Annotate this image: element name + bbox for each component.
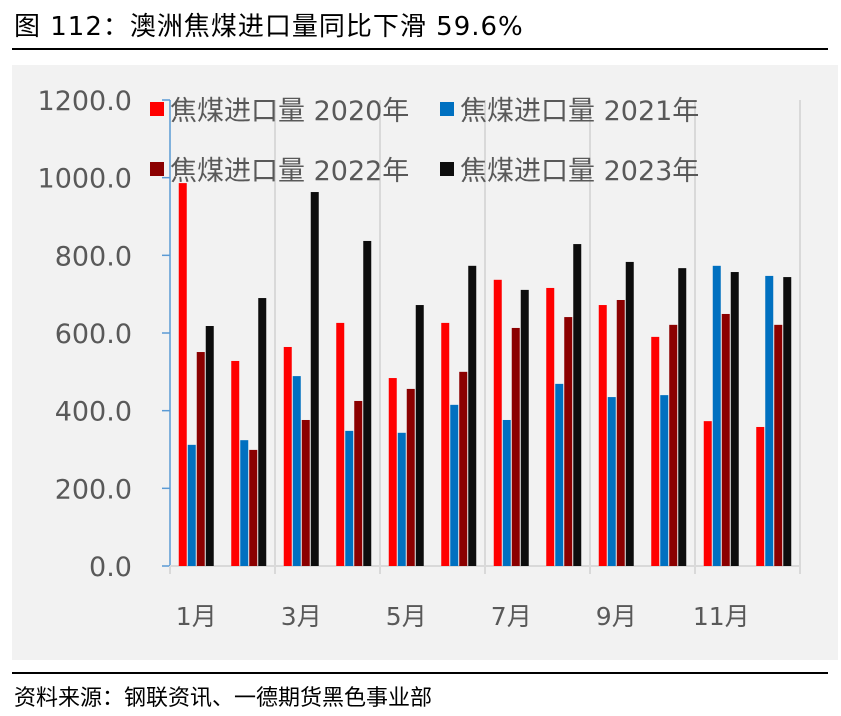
- bar-2022-4: [354, 400, 363, 566]
- bar-2021-4: [345, 430, 354, 566]
- x-tick-label: 11月: [693, 602, 750, 631]
- bar-2020-4: [336, 322, 345, 566]
- bar-2021-11: [712, 265, 721, 566]
- bar-2020-5: [388, 378, 397, 566]
- bar-2020-10: [651, 336, 660, 566]
- bar-2023-11: [730, 272, 739, 566]
- bar-2023-4: [363, 240, 372, 566]
- bar-2020-11: [703, 421, 712, 566]
- y-tick-label: 800.0: [55, 241, 132, 272]
- legend-swatch: [150, 102, 164, 116]
- bar-2021-6: [450, 404, 459, 566]
- y-tick-label: 1000.0: [38, 164, 132, 195]
- bar-2020-7: [493, 279, 502, 566]
- bar-2022-12: [774, 324, 783, 566]
- bar-2021-2: [240, 440, 249, 566]
- bar-2023-7: [520, 289, 529, 566]
- bar-2023-9: [625, 261, 634, 566]
- bar-2022-9: [616, 299, 625, 566]
- legend-swatch: [440, 162, 454, 176]
- bar-2021-12: [765, 275, 774, 566]
- bar-2023-3: [310, 192, 319, 566]
- bar-2023-1: [205, 326, 214, 566]
- bar-2021-7: [502, 419, 511, 566]
- bar-2022-2: [249, 449, 258, 566]
- bar-2022-3: [301, 419, 310, 566]
- y-tick-label: 0.0: [89, 552, 132, 583]
- bar-2021-8: [555, 383, 564, 566]
- bar-2023-2: [258, 298, 267, 566]
- x-tick-label: 9月: [596, 602, 637, 631]
- bar-2021-9: [607, 397, 616, 566]
- legend-label: 焦煤进口量 2021年: [460, 96, 699, 127]
- bar-2020-2: [231, 360, 240, 566]
- y-tick-label: 1200.0: [38, 86, 132, 117]
- legend-label: 焦煤进口量 2020年: [170, 96, 409, 127]
- bar-2022-5: [406, 388, 415, 566]
- bar-2023-10: [678, 268, 687, 566]
- bar-2022-10: [669, 324, 678, 566]
- y-tick-label: 200.0: [55, 474, 132, 505]
- bar-2020-12: [756, 426, 765, 566]
- title-divider: [12, 48, 828, 50]
- y-tick-label: 400.0: [55, 397, 132, 428]
- x-tick-label: 5月: [386, 602, 427, 631]
- legend-label: 焦煤进口量 2023年: [460, 156, 699, 187]
- bar-2023-6: [468, 265, 477, 566]
- bar-2022-6: [459, 371, 468, 566]
- bar-2022-8: [564, 317, 573, 566]
- legend-swatch: [440, 102, 454, 116]
- bar-2020-8: [546, 287, 555, 566]
- bar-2023-12: [783, 277, 792, 566]
- x-tick-label: 1月: [176, 602, 217, 631]
- bar-2020-6: [441, 322, 450, 566]
- figure-title: 图 112：澳洲焦煤进口量同比下滑 59.6%: [14, 12, 524, 42]
- legend-label: 焦煤进口量 2022年: [170, 156, 409, 187]
- bar-2020-9: [598, 305, 607, 566]
- x-tick-label: 7月: [491, 602, 532, 631]
- bar-2022-7: [511, 327, 520, 566]
- bar-2020-3: [283, 346, 292, 566]
- bar-2022-1: [196, 352, 205, 566]
- bar-2021-10: [660, 395, 669, 566]
- y-tick-label: 600.0: [55, 319, 132, 350]
- legend-swatch: [150, 162, 164, 176]
- bar-2020-1: [178, 183, 187, 566]
- bar-2021-1: [187, 444, 196, 566]
- bar-2023-5: [415, 305, 424, 566]
- bar-2021-5: [397, 432, 406, 566]
- x-tick-label: 3月: [281, 602, 322, 631]
- plot-background: [12, 65, 838, 660]
- bar-2021-3: [292, 376, 301, 566]
- bar-2022-11: [721, 313, 730, 566]
- footer-divider: [12, 672, 828, 674]
- source-note: 资料来源：钢联资讯、一德期货黑色事业部: [14, 686, 433, 711]
- bar-2023-8: [573, 244, 582, 567]
